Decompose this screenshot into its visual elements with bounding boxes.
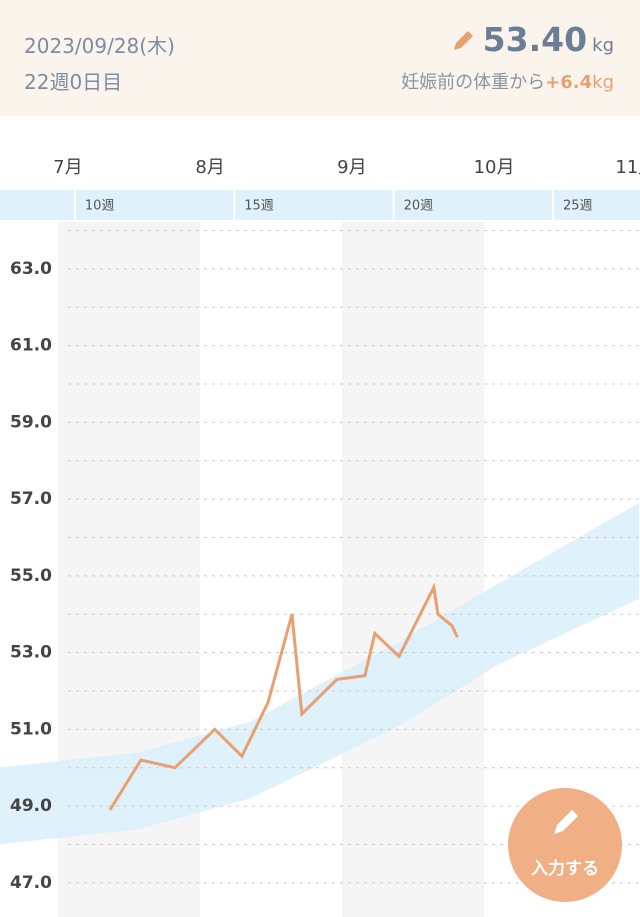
week-label: 15週 [244, 199, 274, 214]
diff-value: +6.4 [545, 72, 593, 93]
header: 2023/09/28(木) 22週0日目 53.40 kg 妊娠前の体重から+6… [0, 0, 640, 116]
diff-unit: kg [592, 72, 614, 93]
month-label: 10月 [474, 157, 515, 178]
week-band [0, 190, 640, 220]
weight: 53.40 kg [483, 20, 614, 59]
diff-note: 妊娠前の体重から [401, 72, 546, 93]
date: 2023/09/28(木) [24, 34, 175, 58]
y-tick-label: 57.0 [10, 489, 52, 509]
edit-icon[interactable] [450, 28, 476, 54]
month-label: 9月 [337, 157, 366, 178]
y-tick-label: 63.0 [10, 259, 52, 279]
input-button[interactable]: 入力する [508, 788, 622, 902]
weight-line [108, 582, 459, 811]
y-tick-label: 59.0 [10, 412, 52, 432]
week-day: 22週0日目 [24, 70, 123, 94]
pencil-icon [554, 810, 578, 834]
button-label[interactable]: 入力する [531, 859, 599, 879]
diff: 妊娠前の体重から+6.4kg [401, 68, 614, 94]
month-shade [341, 222, 485, 917]
y-tick-label: 61.0 [10, 336, 52, 356]
weight-unit: kg [592, 35, 614, 56]
month-label: 7月 [53, 157, 82, 178]
week-label: 20週 [404, 199, 434, 214]
y-tick-label: 47.0 [10, 873, 52, 893]
weight-value: 53.40 [482, 20, 588, 59]
y-tick-label: 49.0 [10, 796, 52, 816]
y-tick-label: 53.0 [10, 643, 52, 663]
month-label: 8月 [195, 157, 224, 178]
chart: 10週 15週 20週 25週 7月 8月 9月 10月 11月 47.0 49.0 51.0 53.0… [0, 157, 640, 917]
recommended-range [0, 502, 640, 845]
month-label: 11月 [615, 157, 640, 178]
y-tick-label: 55.0 [10, 566, 52, 586]
y-tick-label: 51.0 [10, 719, 52, 739]
week-label: 10週 [85, 199, 115, 214]
week-label: 25週 [563, 199, 593, 214]
